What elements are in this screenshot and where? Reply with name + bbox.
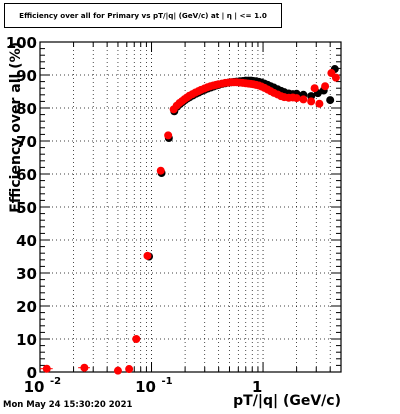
data-point — [292, 94, 301, 103]
timestamp: Mon May 24 15:30:20 2021 — [3, 400, 133, 410]
plot-title-box: Efficiency over all for Primary vs pT/|q… — [4, 3, 282, 28]
data-point — [164, 131, 173, 140]
data-point — [331, 73, 340, 82]
x-tick-label: 1 — [252, 378, 262, 396]
x-tick-label: 10 — [135, 378, 156, 396]
data-point — [80, 363, 89, 372]
data-point — [113, 366, 122, 375]
plot-title: Efficiency over all for Primary vs pT/|q… — [19, 11, 267, 20]
data-point — [132, 335, 141, 343]
y-tick-label: 20 — [16, 298, 37, 316]
y-axis-label: Efficiency over all (%) — [8, 42, 24, 213]
y-tick-label: 70 — [16, 133, 37, 151]
data-point — [326, 96, 335, 105]
data-point — [143, 251, 152, 260]
y-tick-label: 40 — [16, 232, 37, 250]
data-point — [125, 365, 134, 374]
y-tick-label: 90 — [16, 67, 37, 85]
y-tick-label: 10 — [16, 331, 37, 349]
x-tick-label: 10 — [24, 378, 45, 396]
series-1 — [40, 69, 340, 375]
x-tick-label-exponent: -2 — [50, 376, 61, 387]
data-point — [310, 84, 319, 93]
y-tick-label: 100 — [6, 34, 37, 52]
y-tick-label: 0 — [27, 364, 37, 382]
data-point — [42, 364, 51, 373]
plot-frame — [39, 41, 342, 373]
data-point — [307, 97, 316, 106]
x-tick-label-exponent: -1 — [162, 376, 173, 387]
y-tick-label: 80 — [16, 100, 37, 118]
y-tick-label: 60 — [16, 166, 37, 184]
data-point — [156, 166, 165, 175]
data-point — [321, 82, 330, 91]
y-tick-label: 50 — [16, 199, 37, 217]
x-axis-label: pT/|q| (GeV/c) — [233, 393, 341, 409]
data-point — [299, 95, 308, 104]
data-point — [315, 99, 324, 108]
y-tick-label: 30 — [16, 265, 37, 283]
